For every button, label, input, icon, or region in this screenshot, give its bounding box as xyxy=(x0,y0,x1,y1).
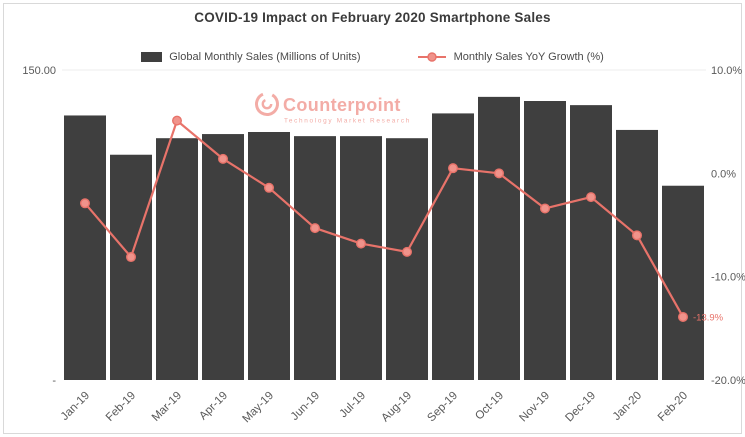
line-marker-Feb-19 xyxy=(125,252,136,263)
line-marker-May-19 xyxy=(264,182,275,193)
x-axis-label-May-19: May-19 xyxy=(241,390,277,426)
line-marker-Mar-19 xyxy=(171,115,182,126)
x-axis-label-Aug-19: Aug-19 xyxy=(379,390,414,425)
x-axis-label-Feb-19: Feb-19 xyxy=(104,390,138,424)
legend-label-bars: Global Monthly Sales (Millions of Units) xyxy=(169,51,361,63)
x-axis-label-Jan-20: Jan-20 xyxy=(611,390,644,423)
line-marker-Jul-19 xyxy=(356,238,367,249)
line-marker-Jun-19 xyxy=(310,223,321,234)
x-axis-label-Sep-19: Sep-19 xyxy=(425,390,460,425)
line-marker-Apr-19 xyxy=(217,153,228,164)
line-markers xyxy=(79,115,689,322)
line-marker-Aug-19 xyxy=(402,246,413,257)
annotation-feb20-yoy: -13.9% xyxy=(693,312,724,323)
line-marker-Sep-19 xyxy=(448,163,459,174)
bar-Jan-19 xyxy=(64,115,106,380)
x-axis-label-Feb-20: Feb-20 xyxy=(656,390,690,424)
bar-Jan-20 xyxy=(616,129,658,380)
right-axis-tick: -20.0% xyxy=(711,375,745,387)
x-axis-label-Oct-19: Oct-19 xyxy=(473,390,506,423)
bar-May-19 xyxy=(248,132,290,380)
counterpoint-watermark: Counterpoint Technology Market Research xyxy=(255,92,411,125)
legend-item-line: Monthly Sales YoY Growth (%) xyxy=(417,51,604,63)
x-axis-label-Nov-19: Nov-19 xyxy=(517,390,552,425)
x-axis-label-Jul-19: Jul-19 xyxy=(337,390,368,421)
line-marker-Jan-20 xyxy=(632,230,643,241)
legend-item-bars: Global Monthly Sales (Millions of Units) xyxy=(141,51,361,63)
bar-Feb-19 xyxy=(110,154,152,380)
bar-Mar-19 xyxy=(156,138,198,380)
x-axis-label-Jun-19: Jun-19 xyxy=(289,390,322,423)
right-axis-tick: 10.0% xyxy=(711,65,742,77)
bar-Jul-19 xyxy=(340,136,382,380)
x-axis-label-Apr-19: Apr-19 xyxy=(197,390,230,423)
bar-Dec-19 xyxy=(570,105,612,380)
bar-series xyxy=(64,96,704,381)
bar-Aug-19 xyxy=(386,138,428,380)
counterpoint-logo-swirl-icon xyxy=(261,98,273,110)
bar-Feb-20 xyxy=(662,185,704,380)
x-axis-label-Jan-19: Jan-19 xyxy=(59,390,92,423)
x-axis-label-Mar-19: Mar-19 xyxy=(150,390,184,424)
yoy-growth-line xyxy=(83,119,685,319)
bar-Apr-19 xyxy=(202,134,244,380)
watermark-brand: Counterpoint xyxy=(283,95,401,115)
right-axis-tick: 0.0% xyxy=(711,168,736,180)
watermark-tagline: Technology Market Research xyxy=(284,118,411,125)
bar-series-swatch xyxy=(141,52,163,62)
chart-legend: Global Monthly Sales (Millions of Units)… xyxy=(0,51,745,63)
x-axis-label-Dec-19: Dec-19 xyxy=(563,390,598,425)
chart-title: COVID-19 Impact on February 2020 Smartph… xyxy=(194,10,551,25)
right-axis-tick: -10.0% xyxy=(711,272,745,284)
line-marker-Nov-19 xyxy=(540,203,551,214)
line-marker-Oct-19 xyxy=(494,168,505,179)
bar-Jun-19 xyxy=(294,136,336,380)
left-axis-tick: 150.00 xyxy=(22,65,56,77)
bar-Nov-19 xyxy=(524,101,566,380)
line-marker-Feb-20 xyxy=(678,311,689,322)
counterpoint-logo-icon xyxy=(255,92,279,116)
line-marker-Jan-19 xyxy=(79,198,90,209)
legend-label-line: Monthly Sales YoY Growth (%) xyxy=(453,51,604,63)
bar-Oct-19 xyxy=(478,96,520,380)
bar-Sep-19 xyxy=(432,113,474,381)
line-series-swatch xyxy=(417,52,446,62)
left-axis-tick: - xyxy=(52,375,56,387)
line-marker-Dec-19 xyxy=(586,192,597,203)
